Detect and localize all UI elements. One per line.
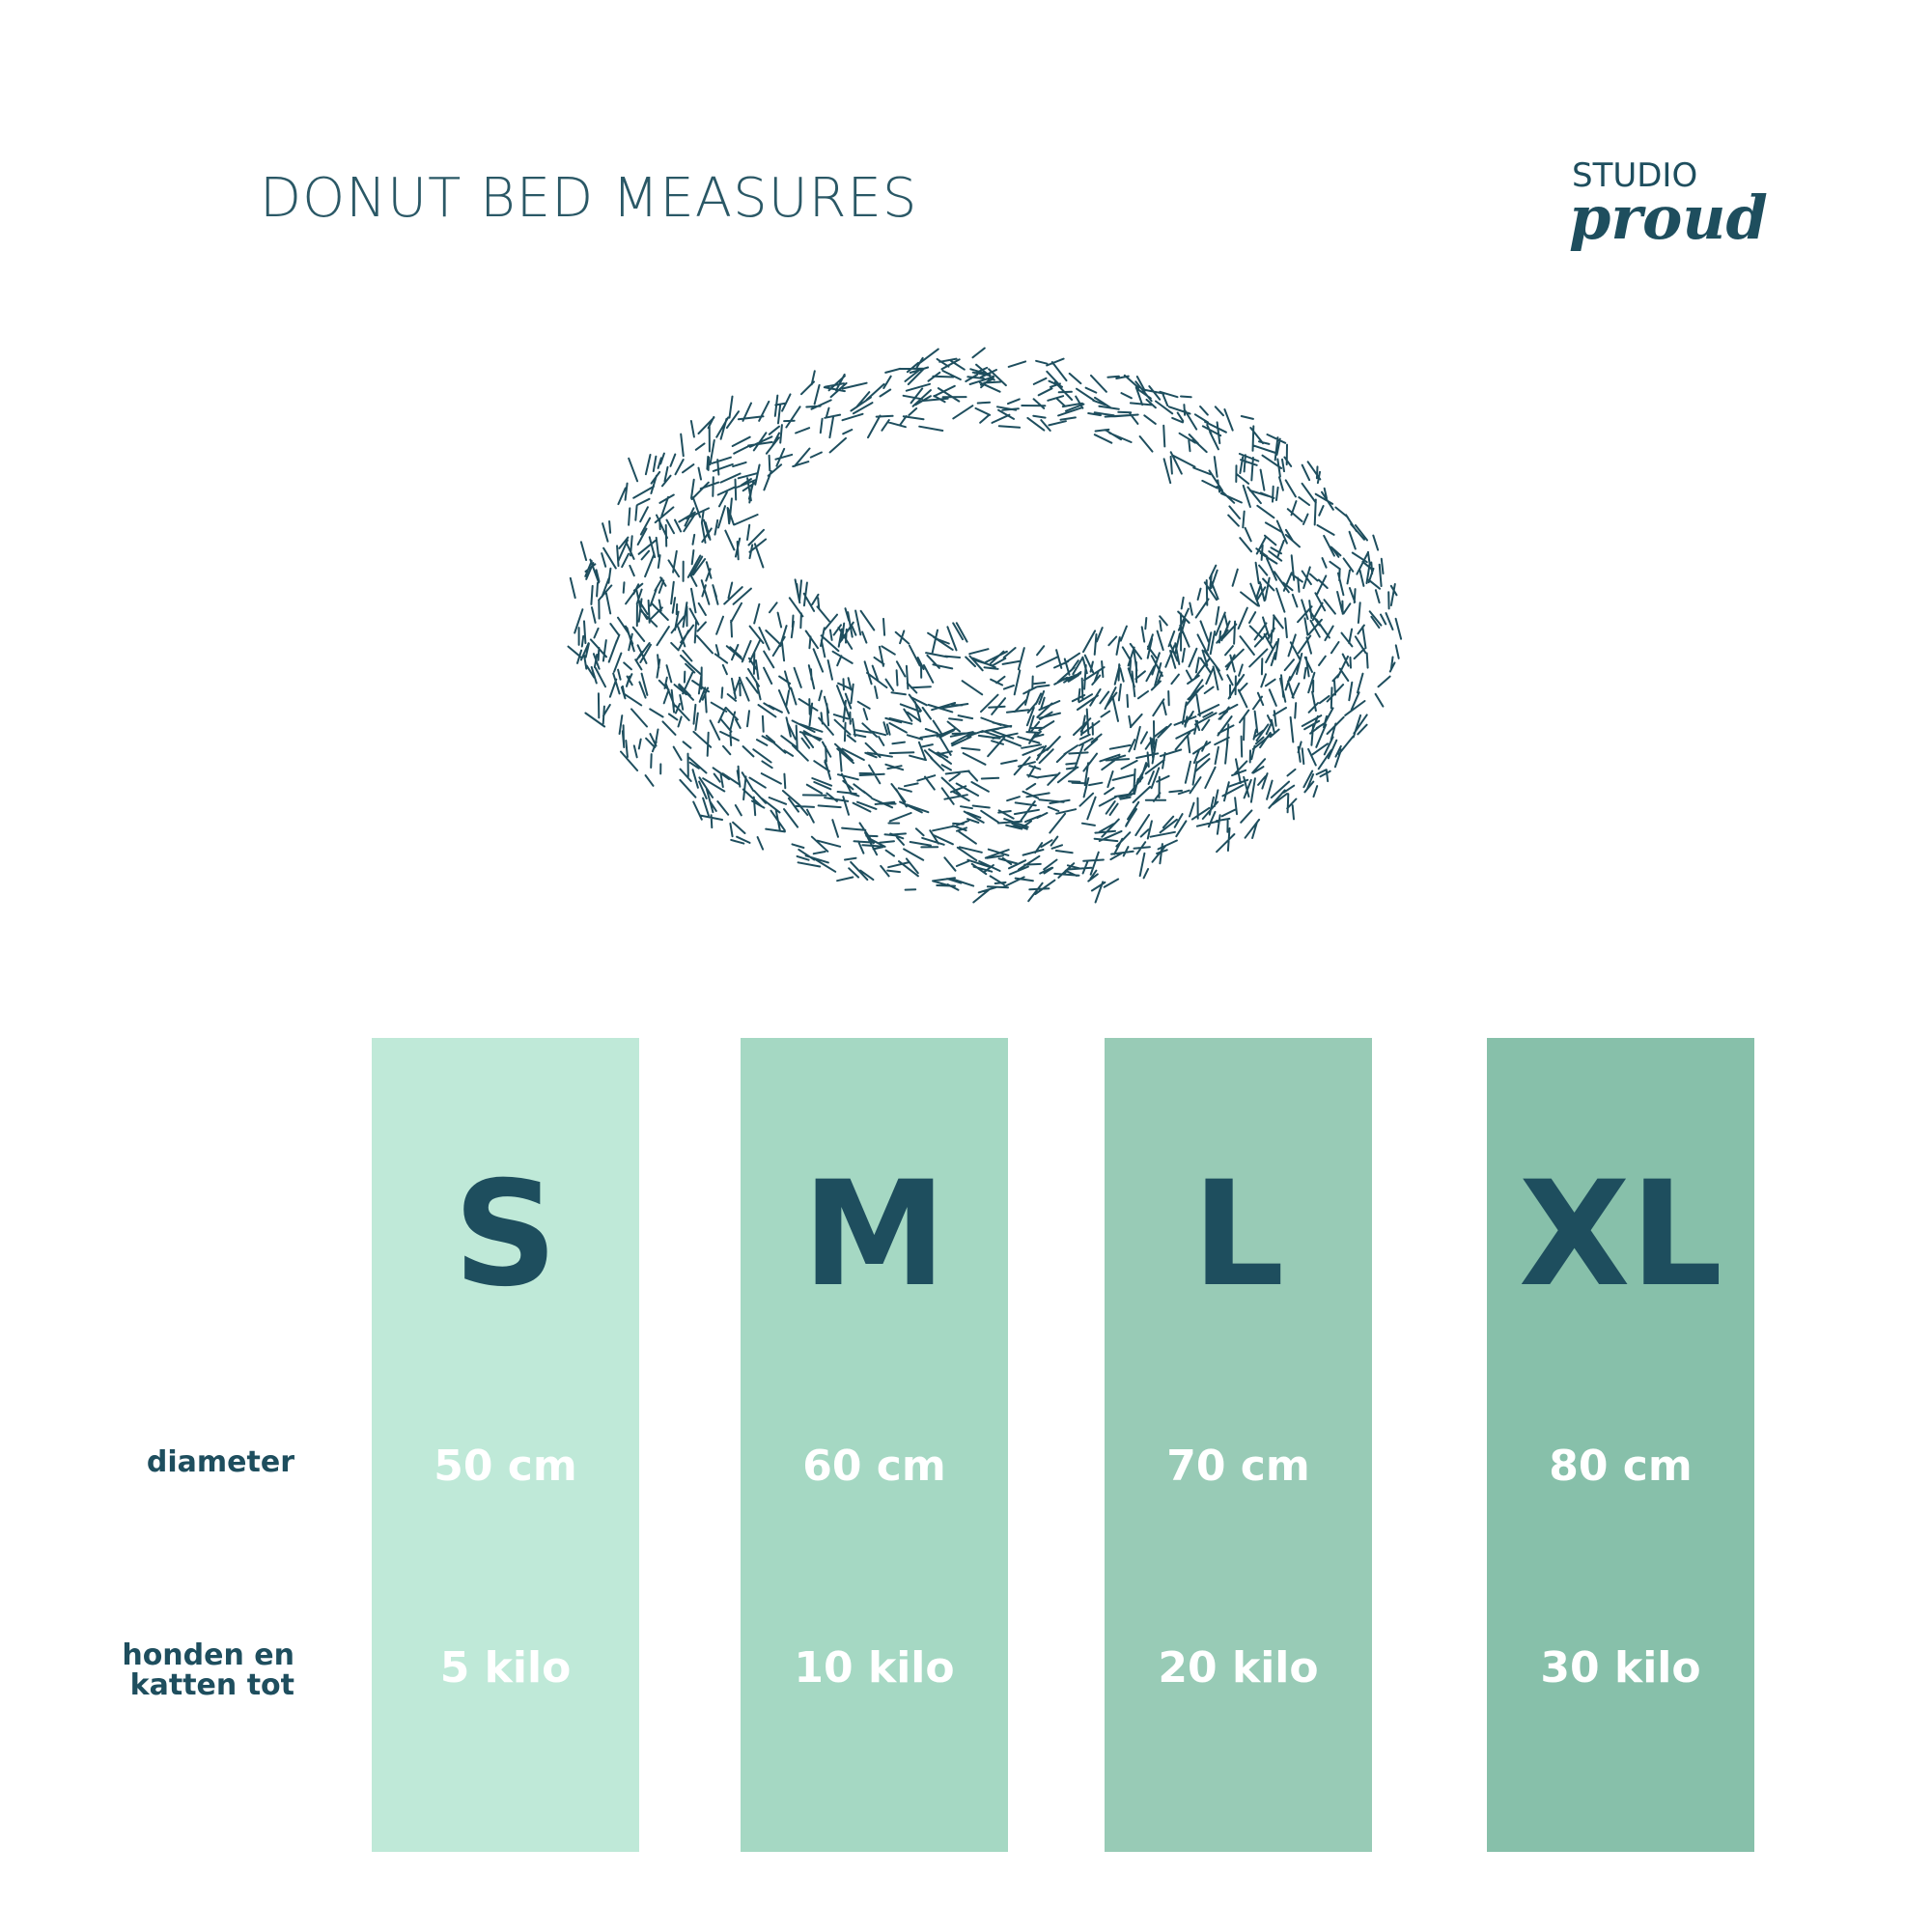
row-label: diameter — [147, 1445, 294, 1479]
size-column — [1105, 1038, 1372, 1852]
diameter-value: 70 cm — [1166, 1442, 1309, 1491]
size-name: L — [1192, 1151, 1285, 1319]
weight-value: 5 kilo — [440, 1643, 572, 1693]
size-name: S — [453, 1151, 557, 1319]
size-name: XL — [1519, 1151, 1722, 1319]
logo-top: STUDIO — [1572, 156, 1697, 195]
row-label: honden en — [122, 1638, 294, 1672]
size-columns: S 50 cm 5 kilo M 60 cm 10 kilo L 70 cm 20 kilo XL… — [372, 1038, 1754, 1852]
fur-strokes — [567, 347, 1403, 904]
size-column — [372, 1038, 639, 1852]
logo-bottom: proud — [1569, 182, 1768, 253]
diameter-value: 80 cm — [1549, 1442, 1692, 1491]
donut-illustration — [567, 347, 1403, 904]
weight-value: 10 kilo — [794, 1643, 954, 1693]
title: DONUT BED MEASURES — [260, 167, 917, 230]
diameter-value: 60 cm — [802, 1442, 945, 1491]
diameter-value: 50 cm — [434, 1442, 576, 1491]
weight-value: 30 kilo — [1540, 1643, 1700, 1693]
size-name: M — [802, 1151, 946, 1319]
weight-value: 20 kilo — [1158, 1643, 1318, 1693]
row-label: katten tot — [130, 1668, 294, 1702]
size-column — [741, 1038, 1008, 1852]
size-column — [1487, 1038, 1754, 1852]
